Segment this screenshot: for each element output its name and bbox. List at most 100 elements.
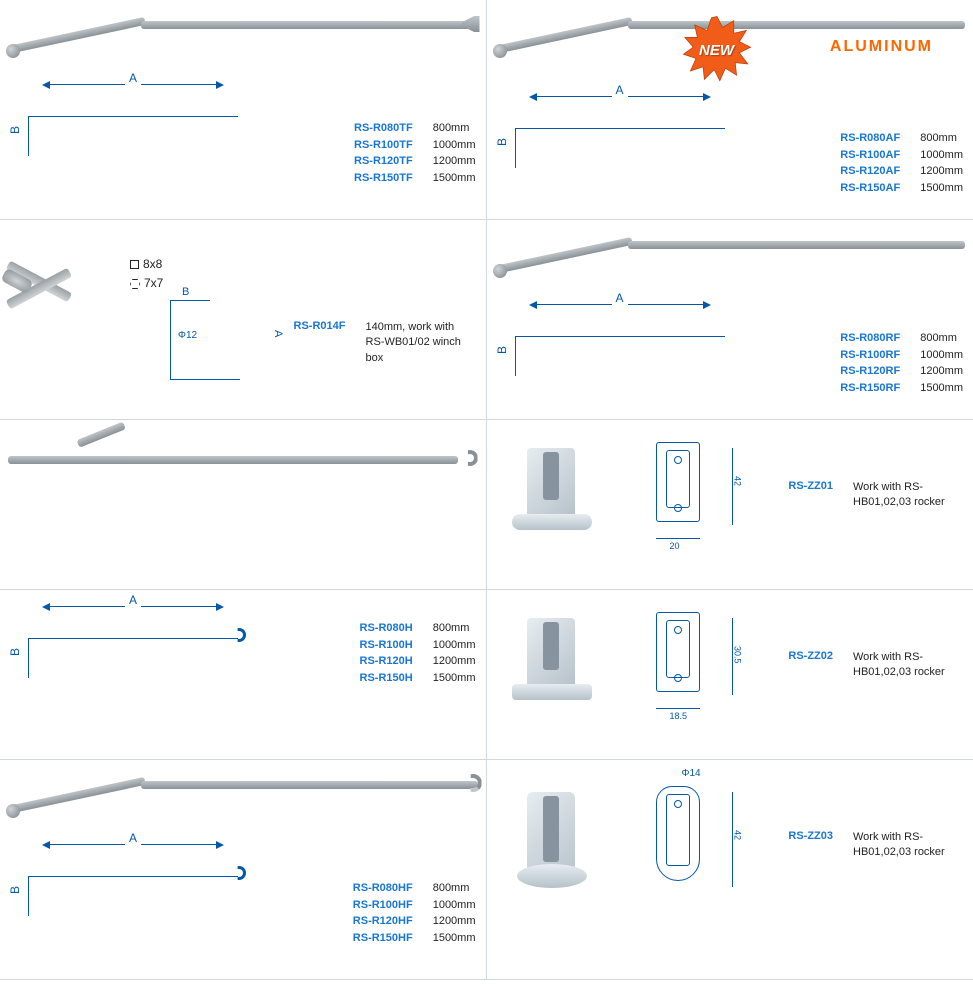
dim-label-b: B <box>8 886 22 894</box>
dim-v: 42 <box>733 830 743 840</box>
value: 1500mm <box>433 930 476 947</box>
handle-render <box>8 260 128 370</box>
schematic-tf: A B <box>8 76 258 156</box>
spec-list-hf: RS-R080HF RS-R100HF RS-R120HF RS-R150HF … <box>353 880 476 946</box>
value: 800mm <box>433 120 476 137</box>
code: RS-R150HF <box>353 930 413 947</box>
dim-label-b: B <box>8 648 22 656</box>
bracket-schematic-zz02: 30.5 18.5 <box>642 608 737 723</box>
value: 1200mm <box>433 913 476 930</box>
spec-list-tf: RS-R080TF RS-R100TF RS-R120TF RS-R150TF … <box>354 120 475 186</box>
code: RS-R150H <box>360 670 413 687</box>
value: 800mm <box>433 620 476 637</box>
dim-label-b: B <box>8 126 22 134</box>
cell-h: A B RS-R080H RS-R100H RS-R120H RS-R150H … <box>0 590 487 760</box>
value: 1200mm <box>920 363 963 380</box>
spec-list-af: RS-R080AF RS-R100AF RS-R120AF RS-R150AF … <box>840 130 963 196</box>
value: 1000mm <box>433 897 476 914</box>
code: RS-R100HF <box>353 897 413 914</box>
value: 1500mm <box>433 670 476 687</box>
dim-label-a: A <box>125 593 141 607</box>
value: 1000mm <box>433 137 476 154</box>
code: RS-R120RF <box>840 363 900 380</box>
value: 1000mm <box>920 147 963 164</box>
size-notes: 8x8 7x7 <box>130 255 163 293</box>
code: RS-R080HF <box>353 880 413 897</box>
cell-hook-render <box>0 420 487 590</box>
dim-label-a: A <box>272 330 284 337</box>
desc: 140mm, work with RS-WB01/02 winch box <box>366 320 476 366</box>
product-catalog-grid: A B RS-R080TF RS-R100TF RS-R120TF RS-R15… <box>0 0 973 980</box>
schematic-hf: A B <box>8 836 258 916</box>
bracket-render-zz01 <box>507 438 617 553</box>
phi12-label: Φ12 <box>178 330 197 341</box>
code: RS-R120H <box>360 653 413 670</box>
desc: Work with RS-HB01,02,03 rocker <box>853 480 963 511</box>
bracket-schematic-zz03: 42 <box>642 782 737 897</box>
spec-r014f: RS-R014F 140mm, work with RS-WB01/02 win… <box>294 320 476 366</box>
crank-render-hf <box>8 768 478 828</box>
dim-label-a: A <box>125 71 141 85</box>
crank-render-tf <box>8 8 478 68</box>
hex-spec: 7x7 <box>144 276 163 290</box>
cell-r014f: 8x8 7x7 B A Φ12 RS-R014F 140mm, work wit… <box>0 220 487 420</box>
code: RS-R080TF <box>354 120 413 137</box>
dim-label-b: B <box>495 138 509 146</box>
cell-zz02: 30.5 18.5 RS-ZZ02 Work with RS-HB01,02,0… <box>487 590 973 760</box>
code: RS-R150AF <box>840 180 900 197</box>
hook-render <box>8 428 478 478</box>
value: 1000mm <box>433 637 476 654</box>
value: 800mm <box>433 880 476 897</box>
value: 1200mm <box>433 653 476 670</box>
aluminum-label: ALUMINUM <box>830 38 933 56</box>
crank-render-rf <box>495 228 966 288</box>
code: RS-ZZ03 <box>788 830 833 842</box>
value: 1500mm <box>920 380 963 397</box>
code: RS-R120TF <box>354 153 413 170</box>
dim-h: 18.5 <box>670 711 688 721</box>
cell-af: NEW ALUMINUM A B RS-R080AF RS-R100AF RS-… <box>487 0 973 220</box>
code: RS-R080H <box>360 620 413 637</box>
schematic-h: A B <box>8 598 258 678</box>
spec-list-h: RS-R080H RS-R100H RS-R120H RS-R150H 800m… <box>360 620 476 686</box>
code: RS-R150TF <box>354 170 413 187</box>
new-badge: NEW <box>682 15 752 85</box>
cell-hf: A B RS-R080HF RS-R100HF RS-R120HF RS-R15… <box>0 760 487 980</box>
code: RS-R120HF <box>353 913 413 930</box>
cell-zz01: 42 20 RS-ZZ01 Work with RS-HB01,02,03 ro… <box>487 420 973 590</box>
phi14-label: Φ14 <box>682 768 701 779</box>
value: 1200mm <box>433 153 476 170</box>
code: RS-R120AF <box>840 163 900 180</box>
cell-tf: A B RS-R080TF RS-R100TF RS-R120TF RS-R15… <box>0 0 487 220</box>
dim-label-a: A <box>125 831 141 845</box>
code: RS-R100RF <box>840 347 900 364</box>
dim-v: 42 <box>733 476 743 486</box>
code: RS-R080AF <box>840 130 900 147</box>
dim-v: 30.5 <box>733 646 743 664</box>
value: 1500mm <box>920 180 963 197</box>
code: RS-R014F <box>294 320 346 332</box>
spec-zz02: RS-ZZ02 Work with RS-HB01,02,03 rocker <box>788 650 963 681</box>
desc: Work with RS-HB01,02,03 rocker <box>853 830 963 861</box>
code: RS-ZZ01 <box>788 480 833 492</box>
dim-label-b: B <box>495 346 509 354</box>
schematic-af: A B <box>495 88 745 168</box>
value: 1200mm <box>920 163 963 180</box>
code: RS-ZZ02 <box>788 650 833 662</box>
dim-label-b: B <box>182 286 189 298</box>
code: RS-R080RF <box>840 330 900 347</box>
square-spec: 8x8 <box>143 257 162 271</box>
schematic-rf: A B <box>495 296 745 376</box>
dim-label-a: A <box>611 83 627 97</box>
code: RS-R100AF <box>840 147 900 164</box>
bracket-render-zz02 <box>507 608 617 723</box>
cell-zz03: Φ14 42 RS-ZZ03 Work with RS-HB01,02,03 r… <box>487 760 973 980</box>
code: RS-R150RF <box>840 380 900 397</box>
value: 800mm <box>920 330 963 347</box>
code: RS-R100H <box>360 637 413 654</box>
bracket-schematic-zz01: 42 20 <box>642 438 737 553</box>
spec-zz03: RS-ZZ03 Work with RS-HB01,02,03 rocker <box>788 830 963 861</box>
new-badge-text: NEW <box>699 42 734 59</box>
value: 1500mm <box>433 170 476 187</box>
code: RS-R100TF <box>354 137 413 154</box>
